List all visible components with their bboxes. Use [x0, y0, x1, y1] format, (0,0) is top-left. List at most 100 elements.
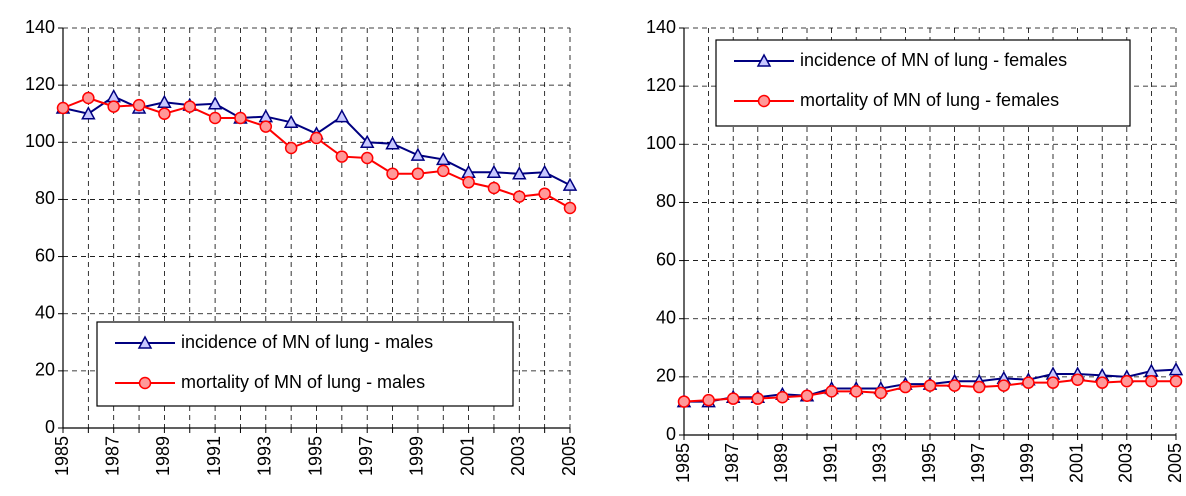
- x-tick-label: 2005: [559, 436, 579, 476]
- x-tick-label: 2001: [1066, 443, 1086, 483]
- marker: [776, 390, 789, 404]
- x-tick-label: 1997: [968, 443, 988, 483]
- y-tick-label: 100: [25, 131, 55, 151]
- marker: [825, 385, 838, 398]
- marker: [81, 106, 96, 120]
- x-tick-label: 1993: [870, 443, 890, 483]
- y-tick-label: 60: [35, 245, 55, 265]
- legend: incidence of MN of lung - females mortali…: [715, 39, 1131, 127]
- marker: [1095, 376, 1109, 389]
- marker: [751, 392, 765, 405]
- marker: [132, 98, 146, 112]
- marker: [487, 181, 501, 195]
- marker: [702, 393, 715, 407]
- marker: [437, 164, 450, 178]
- marker: [283, 114, 299, 129]
- marker: [310, 131, 323, 145]
- marker: [138, 376, 152, 390]
- y-tick-label: 0: [45, 417, 55, 437]
- marker: [948, 379, 961, 392]
- legend-label: incidence of MN of lung - males: [181, 332, 433, 352]
- marker: [513, 190, 526, 203]
- y-tick-label: 40: [35, 302, 55, 322]
- y-tick-label: 80: [35, 188, 55, 208]
- marker: [1022, 376, 1035, 389]
- y-tick-label: 40: [656, 307, 676, 327]
- marker: [259, 120, 273, 133]
- marker: [360, 151, 374, 165]
- x-tick-label: 1989: [771, 443, 791, 483]
- legend-label: mortality of MN of lung - females: [800, 90, 1059, 110]
- marker: [1169, 374, 1183, 388]
- marker: [157, 94, 172, 109]
- marker: [411, 167, 425, 180]
- marker: [538, 187, 551, 200]
- x-tick-label: 2003: [1116, 443, 1136, 483]
- marker: [334, 109, 350, 123]
- marker: [757, 94, 771, 108]
- legend: incidence of MN of lung - males mortality…: [96, 321, 514, 407]
- marker: [726, 392, 740, 405]
- y-tick-label: 100: [646, 133, 676, 153]
- marker: [537, 164, 552, 179]
- marker: [1120, 374, 1134, 388]
- y-tick-label: 140: [646, 17, 676, 37]
- marker: [137, 335, 153, 349]
- marker: [107, 100, 120, 113]
- y-tick-label: 120: [646, 75, 676, 95]
- marker: [410, 147, 426, 161]
- x-tick-label: 1991: [820, 443, 840, 483]
- marker: [874, 386, 888, 400]
- y-tick-label: 20: [656, 366, 676, 386]
- y-tick-label: 0: [666, 424, 676, 444]
- marker: [923, 379, 937, 392]
- marker: [234, 111, 247, 125]
- x-tick-label: 2001: [457, 436, 477, 476]
- marker: [1071, 373, 1084, 387]
- x-tick-label: 2003: [508, 436, 528, 476]
- marker: [1168, 362, 1184, 376]
- marker: [56, 101, 70, 115]
- y-tick-label: 20: [35, 360, 55, 380]
- marker: [462, 176, 475, 189]
- x-tick-label: 1999: [1017, 443, 1037, 483]
- marker: [899, 380, 912, 394]
- legend-label: mortality of MN of lung - males: [181, 372, 425, 392]
- marker: [1145, 374, 1158, 388]
- marker: [563, 201, 577, 215]
- marker: [800, 389, 814, 403]
- marker: [359, 134, 375, 149]
- chart: 0 20 40 60 80 100 120 140 1985 1987 1989 1991 1993 19…: [25, 17, 579, 476]
- y-tick-label: 140: [25, 17, 55, 37]
- x-tick-label: 2005: [1165, 443, 1185, 483]
- chart: 0 20 40 60 80 100 120 140 1985 1987 1989 1991 1993 19…: [646, 17, 1185, 483]
- marker: [486, 164, 502, 179]
- marker: [972, 380, 986, 394]
- x-tick-label: 1991: [204, 436, 224, 476]
- x-tick-label: 1985: [673, 443, 693, 483]
- marker: [386, 167, 399, 180]
- marker: [1046, 376, 1060, 389]
- y-tick-label: 60: [656, 249, 676, 269]
- x-tick-label: 1999: [407, 436, 427, 476]
- marker: [208, 111, 222, 125]
- x-tick-label: 1995: [919, 443, 939, 483]
- marker: [106, 89, 121, 103]
- marker: [997, 379, 1011, 392]
- marker: [335, 150, 349, 163]
- marker: [677, 395, 691, 408]
- x-tick-label: 1987: [102, 436, 122, 476]
- legend-label: incidence of MN of lung - females: [800, 50, 1067, 70]
- marker: [284, 141, 298, 155]
- marker: [207, 96, 223, 110]
- marker: [756, 53, 772, 67]
- x-tick-label: 1987: [722, 443, 742, 483]
- x-tick-label: 1997: [356, 436, 376, 476]
- marker: [158, 107, 171, 120]
- x-tick-label: 1989: [153, 436, 173, 476]
- x-tick-label: 1995: [305, 436, 325, 476]
- marker: [849, 385, 863, 398]
- x-tick-label: 1993: [255, 436, 275, 476]
- marker: [562, 177, 578, 191]
